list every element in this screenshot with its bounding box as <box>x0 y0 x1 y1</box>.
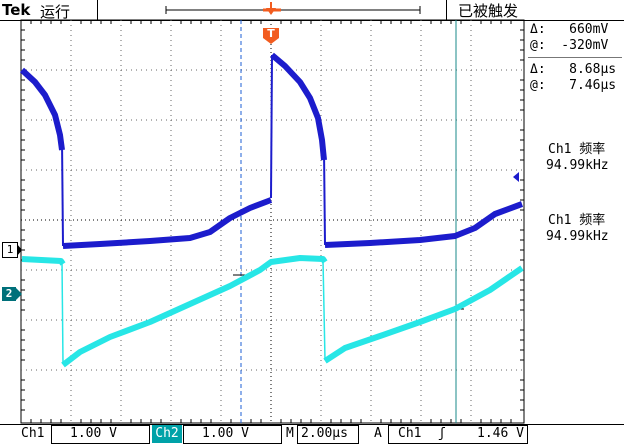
measurement-label: Ch1 频率 <box>548 213 606 228</box>
ch1-waveform <box>19 52 524 249</box>
graticule-frame <box>20 19 525 424</box>
bottom-status-bar <box>0 424 624 445</box>
cursor-time-at: @: 7.46μs <box>530 78 617 93</box>
run-state: 运行 <box>40 3 71 21</box>
divider <box>528 57 622 58</box>
trigger-marker-label: T <box>267 27 275 40</box>
acquisition-mode: A <box>374 426 382 441</box>
ch1-ground-marker[interactable]: 1 <box>2 242 22 258</box>
timebase-value: 2.00μs <box>301 426 348 441</box>
ch1-scale: 1.00 V <box>70 426 117 441</box>
ch2-label[interactable]: Ch2 <box>152 425 182 443</box>
measurement-value: 94.99kHz <box>546 158 609 173</box>
trigger-level: 1.46 V <box>477 426 524 441</box>
ch2-scale: 1.00 V <box>202 426 249 441</box>
timebase-label: M <box>286 426 294 441</box>
ch2-waveform <box>21 255 524 368</box>
measurement-value: 94.99kHz <box>546 229 609 244</box>
left-arrow-icon <box>513 172 519 182</box>
brand-logo: Tek <box>2 1 31 19</box>
ch1-label[interactable]: Ch1 <box>21 426 45 441</box>
record-position-bracket <box>165 2 421 15</box>
measurement-label: Ch1 频率 <box>548 142 606 157</box>
ch2-ground-marker[interactable]: 2 <box>2 287 22 301</box>
trigger-source: Ch1 <box>398 426 422 441</box>
graticule-ticks <box>21 20 524 423</box>
cursor-amplitude-at: @: -320mV <box>530 38 609 53</box>
divider <box>446 0 447 20</box>
divider <box>97 0 98 20</box>
trigger-t-icon <box>263 28 279 44</box>
cursor-time-delta: Δ: 8.68μs <box>530 62 617 77</box>
trigger-state: 已被触发 <box>458 2 519 20</box>
trigger-slope-icon: ʃ <box>438 426 446 441</box>
cursor-amplitude-delta: Δ: 660mV <box>530 22 609 37</box>
